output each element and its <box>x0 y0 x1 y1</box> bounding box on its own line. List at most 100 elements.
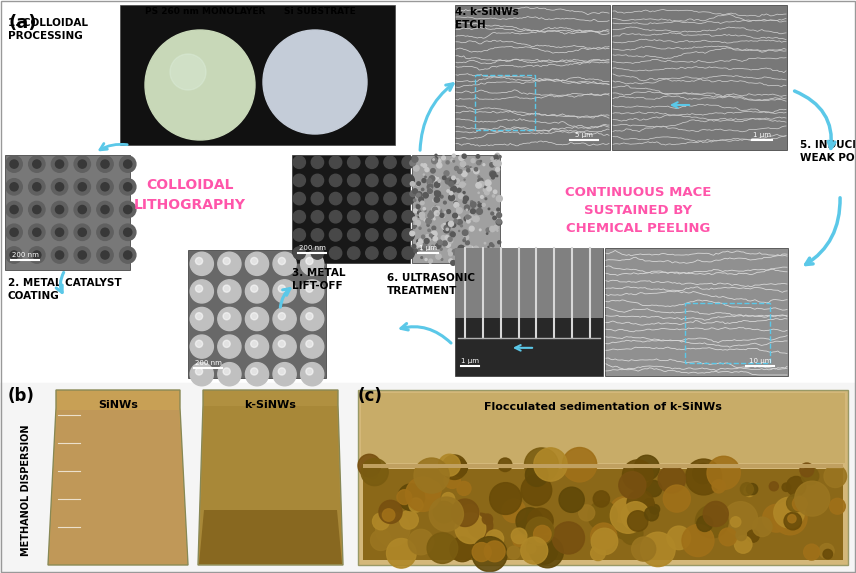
Text: 1 μm: 1 μm <box>461 358 479 364</box>
Circle shape <box>774 497 805 528</box>
Circle shape <box>383 156 396 168</box>
Circle shape <box>485 198 487 199</box>
Circle shape <box>633 501 646 515</box>
Text: (c): (c) <box>358 387 383 405</box>
Circle shape <box>417 185 419 186</box>
Circle shape <box>442 225 444 227</box>
Circle shape <box>74 201 91 218</box>
Circle shape <box>703 501 728 527</box>
Circle shape <box>526 464 548 486</box>
Circle shape <box>223 368 230 375</box>
Circle shape <box>434 197 439 202</box>
Circle shape <box>429 182 431 185</box>
Circle shape <box>330 156 342 168</box>
Circle shape <box>591 528 618 555</box>
Circle shape <box>418 211 421 215</box>
Circle shape <box>251 257 258 265</box>
Circle shape <box>446 228 449 230</box>
Circle shape <box>744 486 754 497</box>
Circle shape <box>410 182 414 186</box>
Circle shape <box>440 248 443 250</box>
Circle shape <box>431 236 434 238</box>
Circle shape <box>97 201 113 218</box>
Circle shape <box>490 172 496 178</box>
Circle shape <box>436 244 441 249</box>
Circle shape <box>251 368 258 375</box>
Circle shape <box>300 307 324 331</box>
Circle shape <box>312 156 324 168</box>
Circle shape <box>437 209 442 214</box>
Circle shape <box>467 214 473 220</box>
Circle shape <box>278 257 285 265</box>
Circle shape <box>455 178 460 183</box>
Circle shape <box>368 469 377 478</box>
Circle shape <box>397 490 412 505</box>
Circle shape <box>413 199 416 201</box>
Circle shape <box>448 249 452 253</box>
Circle shape <box>312 247 324 259</box>
Circle shape <box>278 368 285 375</box>
Circle shape <box>451 181 454 184</box>
Circle shape <box>423 164 426 167</box>
Circle shape <box>300 335 324 358</box>
Circle shape <box>441 258 443 260</box>
Circle shape <box>429 261 431 263</box>
Bar <box>475 75 535 130</box>
Text: 10 μm: 10 μm <box>749 358 771 364</box>
Circle shape <box>511 528 527 544</box>
Circle shape <box>435 191 437 194</box>
Circle shape <box>464 165 466 167</box>
Circle shape <box>402 229 414 241</box>
Circle shape <box>527 538 543 554</box>
Text: SiNWs: SiNWs <box>98 400 138 410</box>
Circle shape <box>470 247 473 249</box>
Circle shape <box>366 193 378 205</box>
Circle shape <box>422 235 425 238</box>
Circle shape <box>496 195 502 202</box>
Circle shape <box>425 176 426 178</box>
Circle shape <box>430 191 431 193</box>
Circle shape <box>449 177 452 180</box>
Circle shape <box>493 190 496 194</box>
Circle shape <box>658 466 686 493</box>
Circle shape <box>456 208 462 213</box>
Circle shape <box>527 508 553 534</box>
Circle shape <box>429 176 435 182</box>
Circle shape <box>383 193 396 205</box>
Circle shape <box>348 247 360 259</box>
Circle shape <box>632 537 656 561</box>
Circle shape <box>723 502 758 536</box>
Circle shape <box>457 188 461 192</box>
Bar <box>363 464 843 468</box>
Circle shape <box>444 171 449 176</box>
Circle shape <box>433 501 455 523</box>
Circle shape <box>293 174 306 187</box>
Circle shape <box>246 363 269 386</box>
Circle shape <box>464 183 466 185</box>
Circle shape <box>484 190 489 195</box>
Circle shape <box>413 226 415 229</box>
Circle shape <box>473 216 479 222</box>
Circle shape <box>10 183 18 191</box>
Circle shape <box>412 245 416 248</box>
Circle shape <box>770 482 778 491</box>
Circle shape <box>454 219 458 223</box>
Circle shape <box>413 166 419 171</box>
Text: 1 μm: 1 μm <box>419 245 437 251</box>
Circle shape <box>435 206 438 209</box>
Circle shape <box>473 168 479 174</box>
Circle shape <box>51 201 68 218</box>
Circle shape <box>502 499 526 523</box>
Circle shape <box>449 182 454 186</box>
Circle shape <box>97 224 113 241</box>
Circle shape <box>494 155 498 160</box>
Circle shape <box>552 522 585 554</box>
Circle shape <box>430 211 433 214</box>
Circle shape <box>459 194 463 199</box>
Circle shape <box>460 260 461 261</box>
Circle shape <box>402 247 414 259</box>
Circle shape <box>513 535 525 547</box>
Circle shape <box>456 256 460 259</box>
Circle shape <box>366 210 378 223</box>
Circle shape <box>427 217 431 221</box>
